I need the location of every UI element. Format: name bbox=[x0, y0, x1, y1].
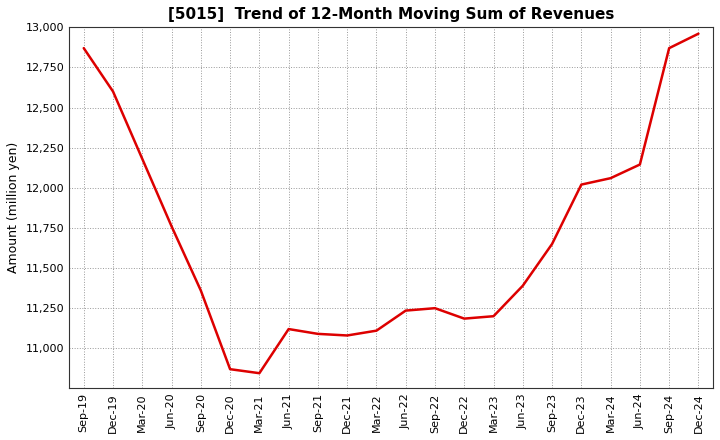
Title: [5015]  Trend of 12-Month Moving Sum of Revenues: [5015] Trend of 12-Month Moving Sum of R… bbox=[168, 7, 614, 22]
Y-axis label: Amount (million yen): Amount (million yen) bbox=[7, 142, 20, 274]
